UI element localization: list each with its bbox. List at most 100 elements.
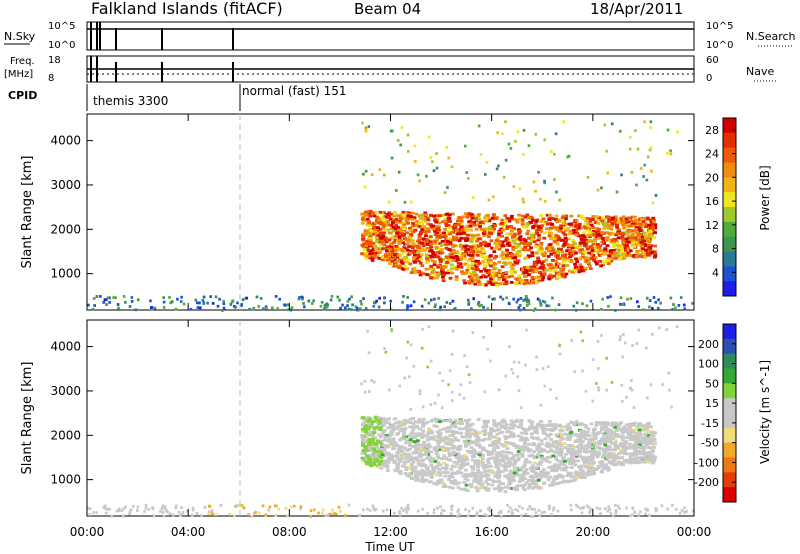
velocity-cell xyxy=(393,421,398,425)
power-cell xyxy=(597,216,602,220)
velocity-cell xyxy=(450,446,454,450)
velocity-cell xyxy=(512,442,516,446)
power-cell xyxy=(555,190,558,194)
velocity-cell xyxy=(373,436,378,440)
power-data xyxy=(87,120,694,312)
power-cell xyxy=(437,221,442,225)
velocity-cell xyxy=(420,471,425,474)
velocity-cell xyxy=(620,431,625,435)
velocity-cell xyxy=(526,428,531,431)
power-cell xyxy=(539,214,544,217)
velocity-cell xyxy=(520,455,525,458)
power-cell xyxy=(465,215,470,219)
velocity-cell xyxy=(424,478,429,482)
velocity-cell xyxy=(473,477,478,481)
power-cell xyxy=(507,219,512,223)
power-cell xyxy=(592,239,597,243)
power-cell xyxy=(379,240,384,244)
power-cell xyxy=(488,226,493,229)
velocity-cell xyxy=(441,445,446,449)
velocity-cell xyxy=(467,418,472,422)
power-cell xyxy=(517,237,522,240)
power-cell xyxy=(515,300,519,304)
velocity-cell xyxy=(570,421,575,425)
velocity-cell xyxy=(444,471,449,475)
velocity-cell xyxy=(616,460,621,464)
power-cell xyxy=(470,279,475,283)
velocity-cell xyxy=(430,435,435,439)
power-cell xyxy=(368,234,373,238)
velocity-cell xyxy=(539,475,544,479)
power-cell xyxy=(649,126,652,129)
power-cell xyxy=(312,299,315,303)
velocity-cell xyxy=(367,422,371,426)
power-cell xyxy=(511,263,516,267)
velocity-cell xyxy=(545,450,550,454)
velocity-cell xyxy=(509,432,514,436)
velocity-cell xyxy=(417,433,422,437)
velocity-cell xyxy=(495,432,500,436)
velocity-cell xyxy=(454,430,458,434)
velocity-cell xyxy=(583,437,588,441)
velocity-cell xyxy=(516,473,520,477)
power-cell xyxy=(391,229,396,233)
power-cell xyxy=(509,263,514,267)
velocity-cell xyxy=(507,426,512,430)
velocity-cell xyxy=(611,461,616,464)
velocity-cell xyxy=(413,432,418,436)
power-cell xyxy=(432,273,437,276)
power-cell xyxy=(366,210,371,214)
power-cell xyxy=(522,266,527,269)
velocity-cell xyxy=(523,429,528,433)
velocity-cell xyxy=(449,481,454,485)
power-cell xyxy=(449,238,453,242)
velocity-cell xyxy=(397,470,402,474)
power-cell xyxy=(454,267,459,271)
power-cell xyxy=(481,274,486,277)
power-cell xyxy=(545,213,550,217)
velocity-cell xyxy=(542,471,547,475)
velocity-cell xyxy=(490,441,495,445)
power-cell xyxy=(533,307,537,311)
power-cell xyxy=(87,303,90,307)
velocity-cell xyxy=(191,508,195,512)
velocity-cell xyxy=(547,443,552,447)
velocity-cell xyxy=(408,457,413,461)
power-cell xyxy=(525,232,530,236)
velocity-cell xyxy=(423,472,428,475)
velocity-cell xyxy=(428,458,432,462)
power-cell xyxy=(610,122,614,126)
velocity-cell xyxy=(460,422,464,426)
power-cell xyxy=(616,244,621,248)
power-cell xyxy=(544,227,549,231)
velocity-cell xyxy=(534,466,539,469)
velocity-cell xyxy=(552,478,556,482)
velocity-cell xyxy=(494,424,499,428)
power-cell xyxy=(653,223,658,227)
power-cell xyxy=(561,244,566,248)
power-cell xyxy=(519,241,524,245)
power-cell xyxy=(653,254,658,258)
velocity-cell xyxy=(598,507,602,511)
power-cell xyxy=(448,302,452,305)
nsky-label: N.Sky xyxy=(4,30,36,43)
velocity-cell xyxy=(360,435,365,439)
power-cell xyxy=(493,297,496,301)
power-cell xyxy=(405,231,409,235)
velocity-cell xyxy=(378,441,382,445)
velocity-cell xyxy=(465,478,470,482)
velocity-cell xyxy=(382,459,387,463)
velocity-cell xyxy=(490,483,495,487)
velocity-cell xyxy=(642,428,647,432)
velocity-cell xyxy=(615,455,620,459)
velocity-cell xyxy=(648,513,651,517)
power-cell xyxy=(136,298,140,302)
power-cell xyxy=(554,234,559,237)
power-cell xyxy=(517,281,522,285)
velocity-cell xyxy=(601,440,606,444)
velocity-cell xyxy=(485,465,490,469)
velocity-cell xyxy=(364,448,369,452)
velocity-cell xyxy=(104,511,108,515)
velocity-cell xyxy=(493,457,498,461)
